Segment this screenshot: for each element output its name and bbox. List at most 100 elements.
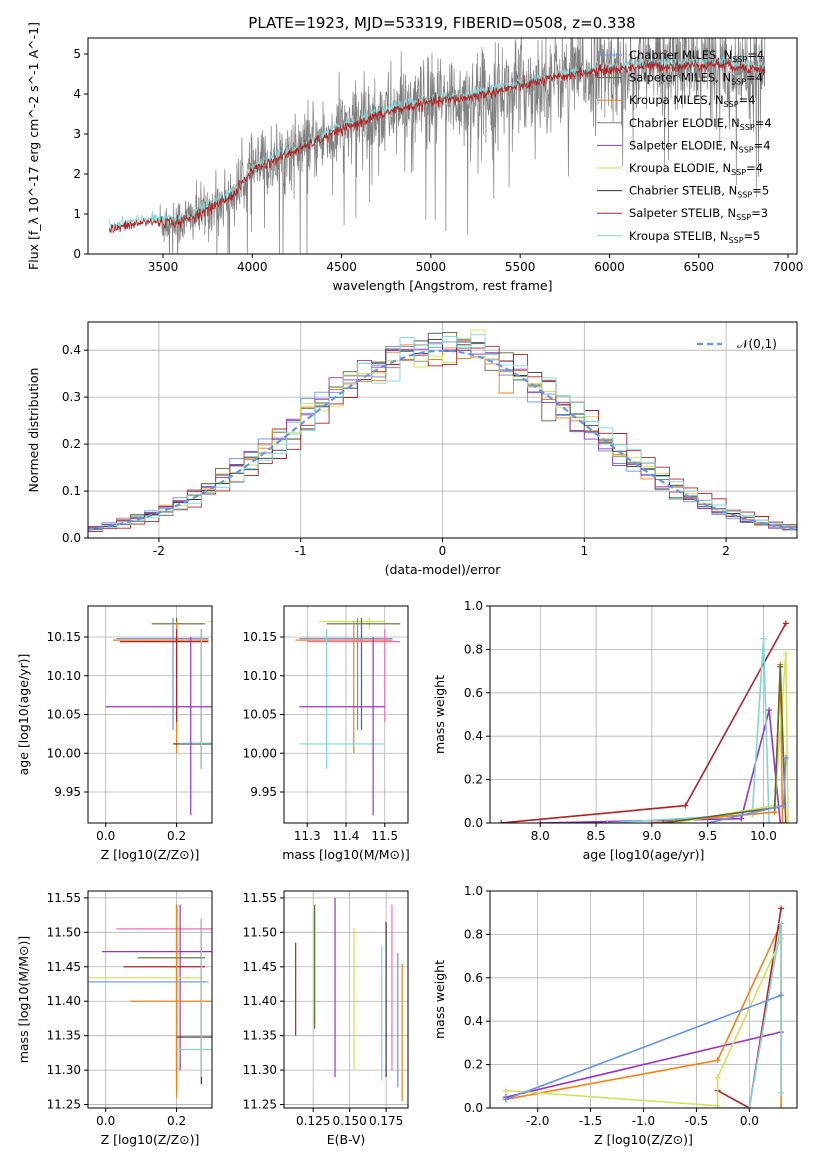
mass-weight-marker bbox=[782, 620, 789, 627]
mass-weight-line bbox=[717, 923, 782, 1108]
mass-weight-line bbox=[501, 623, 787, 823]
x-tick-label: 1 bbox=[580, 544, 588, 558]
x-axis-label: Z [log10(Z/Z⊙)] bbox=[594, 1132, 693, 1147]
age-vs-metallicity-panel: 0.0 0.2 9.95 10.00 10.05 10.10 10.15 Z [log10(Z… bbox=[16, 605, 213, 862]
y-tick-label: 11.35 bbox=[243, 1029, 277, 1043]
y-tick-label: 0.0 bbox=[464, 816, 483, 830]
y-tick-label: 0.8 bbox=[464, 927, 483, 941]
x-tick-label: -1.0 bbox=[632, 1114, 655, 1128]
mass-weight-marker bbox=[714, 1057, 721, 1064]
plot-area bbox=[498, 620, 792, 823]
y-tick-label: 11.50 bbox=[243, 925, 277, 939]
normal-curve-line bbox=[88, 349, 797, 531]
y-tick-label: 1.0 bbox=[464, 599, 483, 613]
x-tick-label: 0 bbox=[439, 544, 447, 558]
x-tick-label: 3500 bbox=[148, 260, 179, 274]
legend-label: Kroupa MILES, NSSP=4 bbox=[629, 93, 755, 109]
y-tick-label: 11.45 bbox=[47, 960, 81, 974]
mass-weight-marker bbox=[777, 820, 784, 823]
x-axis-label: Z [log10(Z/Z⊙)] bbox=[101, 847, 200, 862]
y-tick-label: 11.30 bbox=[243, 1063, 277, 1077]
y-axis-label: Flux [f_λ 10^-17 erg cm^-2 s^-1 A^-1] bbox=[26, 22, 41, 270]
mass-weight-line bbox=[505, 938, 782, 1107]
axes-frame bbox=[283, 890, 409, 1109]
residual-histogram-panel: -2 -1 0 1 2 0.0 0.1 0.2 0.3 0.4 (data-model)/error… bbox=[26, 321, 798, 577]
y-tick-label: 10.10 bbox=[243, 669, 277, 683]
spectrum-legend: Chabrier MILES, NSSP=4 Salpeter MILES, NS… bbox=[597, 48, 772, 245]
x-tick-label: 8.5 bbox=[587, 829, 606, 843]
x-axis-label: E(B-V) bbox=[327, 1132, 366, 1147]
legend-label: Salpeter STELIB, NSSP=3 bbox=[629, 206, 768, 222]
x-tick-label: 11.3 bbox=[294, 829, 321, 843]
plot-area bbox=[109, 38, 766, 254]
y-tick-label: 10.00 bbox=[243, 746, 277, 760]
x-tick-label: 6000 bbox=[594, 260, 625, 274]
plot-area bbox=[295, 617, 401, 816]
x-tick-label: 0.2 bbox=[167, 1114, 186, 1128]
histogram-step-line bbox=[88, 339, 797, 530]
y-tick-label: 0 bbox=[73, 247, 81, 261]
mass-weight-marker bbox=[502, 1087, 509, 1094]
y-tick-label: 11.40 bbox=[47, 994, 81, 1008]
y-tick-label: 11.25 bbox=[243, 1098, 277, 1112]
y-tick-label: 10.10 bbox=[47, 669, 81, 683]
y-axis-label: Normed distribution bbox=[26, 368, 41, 493]
mass-weight-line bbox=[651, 664, 784, 823]
histogram-legend: 𝒩(0,1) bbox=[697, 337, 777, 351]
y-tick-label: 0.4 bbox=[464, 1014, 483, 1028]
mass-weight-marker bbox=[778, 920, 785, 927]
x-tick-label: 9.5 bbox=[698, 829, 717, 843]
y-tick-label: 11.50 bbox=[47, 925, 81, 939]
y-tick-label: 11.55 bbox=[243, 891, 277, 905]
x-tick-label: 0.150 bbox=[332, 1114, 366, 1128]
mass-weight-marker bbox=[778, 1105, 785, 1108]
y-tick-label: 0.1 bbox=[62, 484, 81, 498]
histogram-step-line bbox=[88, 340, 797, 532]
mass-weight-marker bbox=[780, 802, 787, 809]
y-tick-label: 10.15 bbox=[47, 630, 81, 644]
y-tick-label: 10.05 bbox=[47, 708, 81, 722]
mass-weight-line bbox=[717, 908, 782, 1108]
x-tick-label: 5500 bbox=[505, 260, 536, 274]
mass-weight-line bbox=[607, 638, 770, 823]
mass-weight-marker bbox=[785, 820, 792, 823]
x-tick-label: 0.0 bbox=[740, 1114, 759, 1128]
plot-area bbox=[105, 617, 212, 816]
x-axis-label: (data-model)/error bbox=[385, 562, 502, 577]
mass-weight-marker bbox=[779, 820, 786, 823]
x-tick-label: -2.0 bbox=[526, 1114, 549, 1128]
y-tick-label: 0.2 bbox=[464, 773, 483, 787]
plot-area bbox=[502, 905, 785, 1108]
y-tick-label: 10.15 bbox=[243, 630, 277, 644]
mass-weight-marker bbox=[746, 1105, 753, 1108]
model-spectrum-line bbox=[109, 58, 766, 234]
legend-label: Kroupa ELODIE, NSSP=4 bbox=[629, 161, 763, 177]
x-tick-label: 11.4 bbox=[333, 829, 360, 843]
axes-frame bbox=[87, 37, 798, 255]
y-tick-label: 0.6 bbox=[464, 686, 483, 700]
mass-weight-marker bbox=[760, 635, 767, 642]
y-tick-label: 5 bbox=[73, 47, 81, 61]
mass-weight-marker bbox=[778, 905, 785, 912]
y-tick-label: 11.35 bbox=[47, 1029, 81, 1043]
axes-frame bbox=[489, 605, 798, 824]
x-tick-label: 11.5 bbox=[371, 829, 398, 843]
histogram-step-line bbox=[88, 334, 797, 531]
x-tick-label: 9.0 bbox=[642, 829, 661, 843]
y-tick-label: 11.30 bbox=[47, 1063, 81, 1077]
mass-weight-marker bbox=[682, 802, 689, 809]
mass-weight-marker bbox=[738, 815, 745, 822]
mass-weight-marker bbox=[714, 1105, 721, 1108]
x-tick-label: 10.0 bbox=[750, 829, 777, 843]
mass-weight-marker bbox=[660, 820, 667, 823]
y-tick-label: 1.0 bbox=[464, 884, 483, 898]
x-tick-label: 4000 bbox=[237, 260, 268, 274]
legend-label: Chabrier MILES, NSSP=4 bbox=[629, 48, 764, 64]
y-tick-label: 0.4 bbox=[62, 343, 81, 357]
y-tick-label: 0.8 bbox=[464, 642, 483, 656]
y-tick-label: 11.45 bbox=[243, 960, 277, 974]
mass-weight-marker bbox=[714, 1074, 721, 1081]
legend-label: Chabrier STELIB, NSSP=5 bbox=[629, 184, 769, 200]
y-tick-label: 11.25 bbox=[47, 1098, 81, 1112]
mass-weight-marker bbox=[766, 820, 773, 823]
